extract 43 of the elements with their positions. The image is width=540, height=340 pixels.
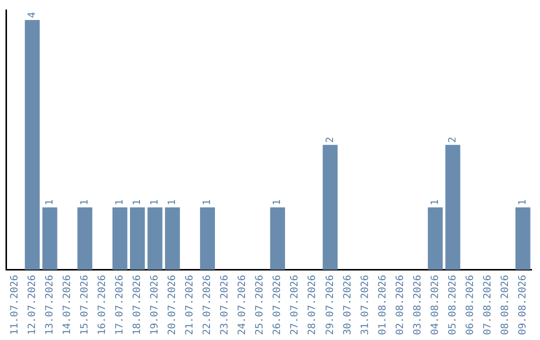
- x-tick-label: 04.08.2026: [430, 274, 441, 336]
- x-tick-label: 15.07.2026: [79, 274, 90, 336]
- data-label: 1: [114, 199, 126, 206]
- data-label: 2: [447, 136, 458, 143]
- data-label: 1: [79, 199, 90, 206]
- x-tick-label: 22.07.2026: [202, 274, 214, 336]
- data-label: 1: [167, 199, 178, 206]
- x-tick-label: 06.08.2026: [464, 274, 476, 336]
- x-tick-label: 28.07.2026: [307, 274, 318, 336]
- data-label: 1: [202, 199, 214, 206]
- x-tick-label: 01.08.2026: [377, 274, 388, 336]
- x-tick-label: 31.07.2026: [360, 274, 371, 336]
- x-tick-label: 29.07.2026: [324, 274, 336, 336]
- x-tick-label: 14.07.2026: [62, 274, 73, 336]
- data-label: 1: [272, 199, 284, 206]
- x-tick-label: 03.08.2026: [412, 274, 424, 336]
- x-tick-label: 23.07.2026: [220, 274, 231, 336]
- x-tick-label: 30.07.2026: [342, 274, 354, 336]
- x-tick-label: 26.07.2026: [272, 274, 284, 336]
- data-label: 4: [26, 12, 38, 18]
- data-label: 1: [132, 199, 144, 206]
- x-tick-label: 12.07.2026: [26, 274, 38, 336]
- x-tick-label: 07.08.2026: [482, 274, 494, 336]
- x-tick-label: 05.08.2026: [447, 274, 458, 336]
- x-tick-label: 13.07.2026: [44, 274, 56, 336]
- x-tick-label: 08.08.2026: [500, 274, 511, 336]
- x-tick-label: 20.07.2026: [167, 274, 178, 336]
- x-tick-label: 19.07.2026: [150, 274, 161, 336]
- x-tick-label: 09.08.2026: [517, 274, 528, 336]
- data-label: 1: [150, 199, 161, 206]
- data-label: 2: [324, 136, 336, 143]
- x-tick-label: 11.07.2026: [9, 274, 20, 336]
- x-tick-label: 17.07.2026: [114, 274, 126, 336]
- x-tick-label: 27.07.2026: [290, 274, 301, 336]
- x-tick-label: 02.08.2026: [394, 274, 406, 336]
- data-label: 1: [44, 199, 56, 206]
- x-tick-label: 24.07.2026: [237, 274, 248, 336]
- data-label: 1: [430, 199, 441, 206]
- x-tick-label: 25.07.2026: [254, 274, 266, 336]
- x-tick-label: 16.07.2026: [96, 274, 108, 336]
- x-tick-label: 21.07.2026: [184, 274, 196, 336]
- x-tick-label: 18.07.2026: [132, 274, 144, 336]
- data-label: 1: [517, 199, 528, 206]
